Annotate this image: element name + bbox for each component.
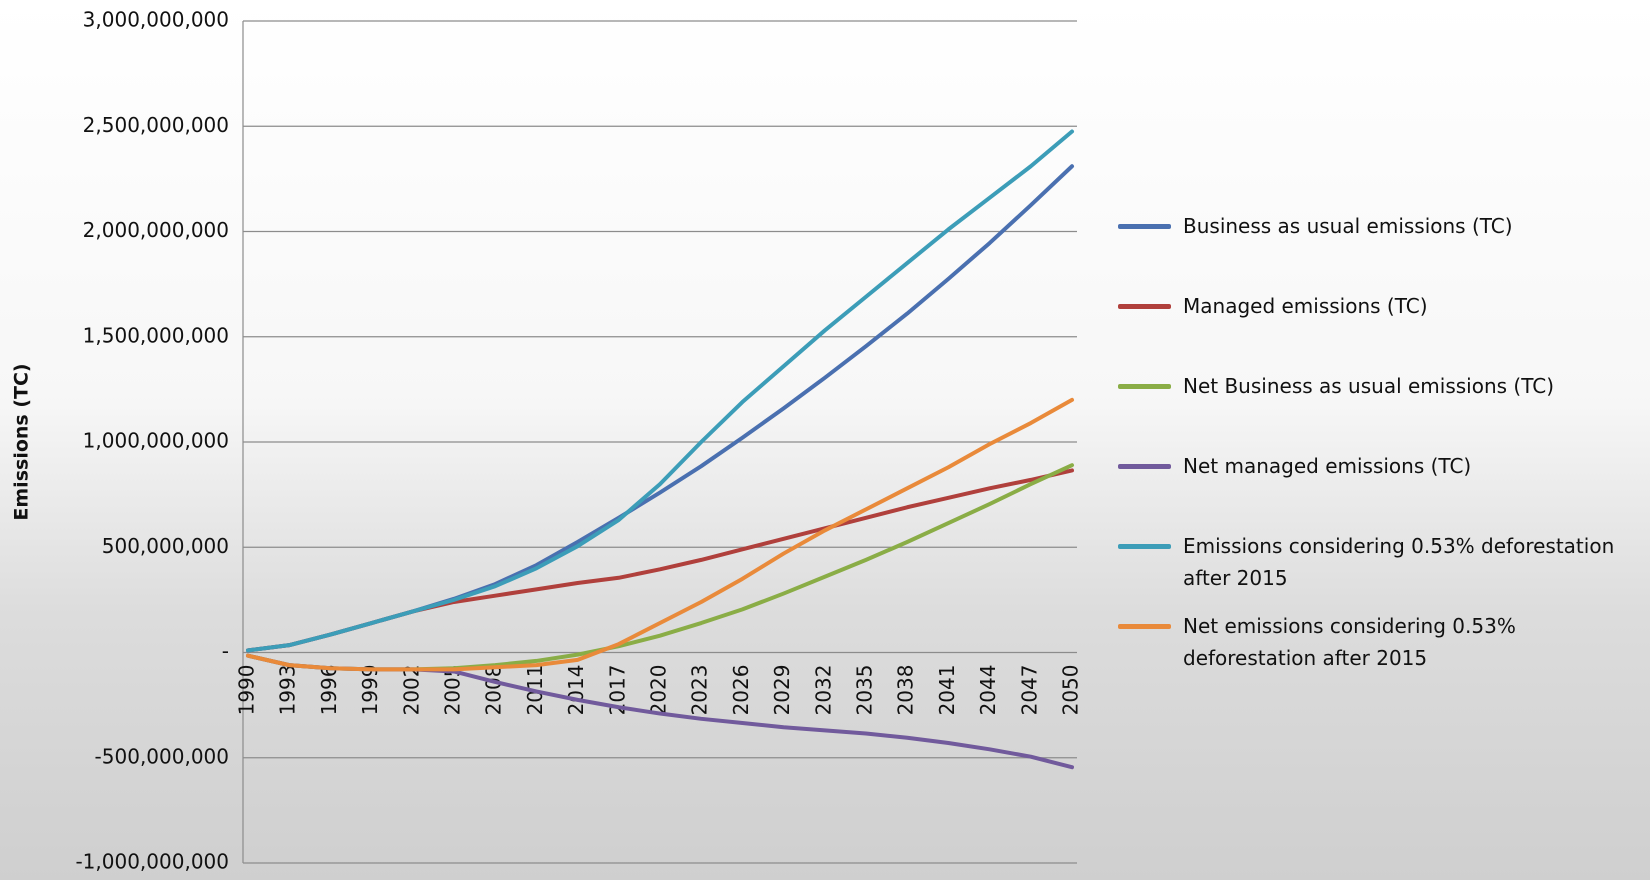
y-tick-label: -1,000,000,000 — [75, 850, 229, 874]
x-tick-label: 2029 — [770, 665, 794, 716]
x-tick-label: 1999 — [358, 665, 382, 716]
y-tick-label: 2,500,000,000 — [83, 113, 229, 137]
legend-swatch — [1118, 384, 1171, 389]
x-tick-label: 2014 — [564, 665, 588, 716]
legend-swatch — [1118, 304, 1171, 309]
y-tick-label: 3,000,000,000 — [83, 8, 229, 32]
x-tick-label: 2047 — [1017, 665, 1041, 716]
legend-label: Net Business as usual emissions (TC) — [1183, 374, 1555, 398]
x-tick-label: 2032 — [811, 665, 835, 716]
x-tick-label: 1993 — [276, 665, 300, 716]
x-tick-label: 2050 — [1059, 665, 1083, 716]
x-tick-label: 2023 — [688, 665, 712, 716]
x-tick-label: 2044 — [976, 665, 1000, 716]
legend-item: Business as usual emissions (TC) — [1118, 210, 1638, 242]
y-tick-label: 1,000,000,000 — [83, 429, 229, 453]
y-tick-label: 2,000,000,000 — [83, 218, 229, 242]
y-tick-label: -500,000,000 — [95, 744, 229, 768]
x-tick-label: 1996 — [317, 665, 341, 716]
x-tick-label: 2041 — [935, 665, 959, 716]
legend-swatch — [1118, 624, 1171, 629]
legend-item: Managed emissions (TC) — [1118, 290, 1638, 322]
y-axis-title: Emissions (TC) — [11, 363, 33, 520]
y-tick-label: - — [222, 639, 229, 663]
x-tick-label: 1990 — [235, 665, 259, 716]
legend-item: Net emissions considering 0.53% deforest… — [1118, 610, 1638, 674]
legend-item: Emissions considering 0.53% deforestatio… — [1118, 530, 1638, 594]
legend-label: Business as usual emissions (TC) — [1183, 214, 1513, 238]
x-tick-label: 2020 — [647, 665, 671, 716]
legend-item: Net managed emissions (TC) — [1118, 450, 1638, 482]
series-line — [246, 397, 1074, 672]
legend-swatch — [1118, 224, 1171, 229]
x-tick-label: 2038 — [894, 665, 918, 716]
x-tick-label: 2035 — [853, 665, 877, 716]
series-line — [246, 129, 1074, 653]
legend-item: Net Business as usual emissions (TC) — [1118, 370, 1638, 402]
x-tick-label: 2026 — [729, 665, 753, 716]
legend-label: Net emissions considering 0.53% deforest… — [1183, 614, 1516, 670]
legend-label: Managed emissions (TC) — [1183, 294, 1428, 318]
legend-label: Net managed emissions (TC) — [1183, 454, 1472, 478]
x-tick-label: 2008 — [482, 665, 506, 716]
legend-swatch — [1118, 544, 1171, 549]
y-tick-label: 1,500,000,000 — [83, 323, 229, 347]
legend-swatch — [1118, 464, 1171, 469]
y-tick-label: 500,000,000 — [102, 534, 229, 558]
x-tick-label: 2002 — [399, 665, 423, 716]
legend-label: Emissions considering 0.53% deforestatio… — [1183, 534, 1615, 590]
